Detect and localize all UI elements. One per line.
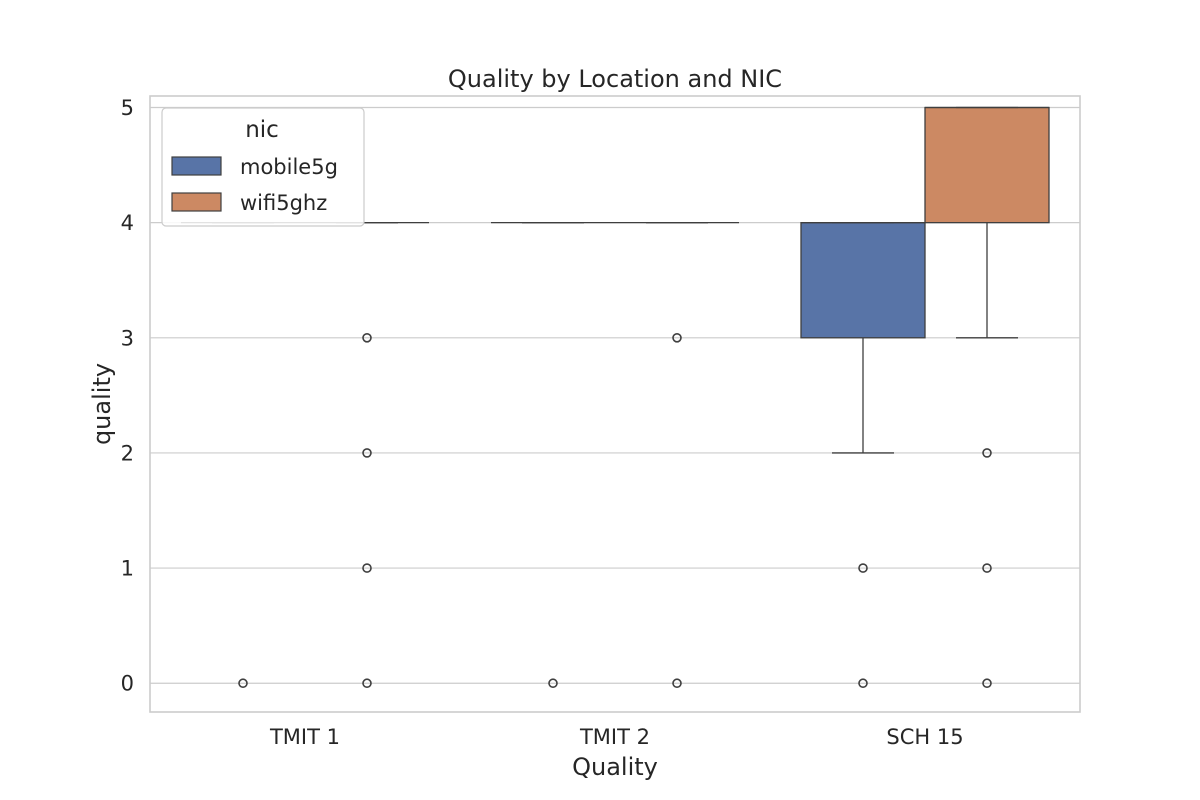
outlier-mobile5g-sch-15-0: [858, 678, 868, 689]
x-tick-label-tmit-2: TMIT 2: [579, 725, 650, 749]
y-tick-label-4: 4: [121, 211, 134, 235]
box-mobile5g-tmit-2: [491, 222, 615, 689]
box-wifi5ghz-tmit-2: [615, 222, 739, 689]
outlier-mobile5g-tmit-1-0: [238, 678, 248, 689]
outlier-wifi5ghz-tmit-1-0: [362, 678, 372, 689]
legend: nic mobile5g wifi5ghz: [161, 107, 365, 227]
x-tick-label-tmit-1: TMIT 1: [269, 725, 340, 749]
box-mobile5g-sch-15: [800, 222, 926, 689]
y-tick-label-3: 3: [121, 326, 134, 350]
box-body-mobile5g-sch-15: [800, 222, 926, 339]
plot-frame: [149, 95, 1081, 713]
outlier-mobile5g-sch-15-1: [858, 563, 868, 573]
outlier-mobile5g-tmit-2-0: [548, 678, 558, 689]
y-tick-label-5: 5: [121, 96, 134, 120]
box-body-wifi5ghz-sch-15: [924, 106, 1050, 224]
outlier-wifi5ghz-tmit-1-3: [362, 332, 372, 343]
outlier-wifi5ghz-tmit-2-0: [672, 678, 682, 689]
box-wifi5ghz-sch-15: [924, 106, 1050, 689]
outlier-wifi5ghz-tmit-1-2: [362, 448, 372, 458]
y-tick-label-0: 0: [121, 672, 134, 696]
x-tick-label-sch-15: SCH 15: [886, 725, 963, 749]
x-axis-label: Quality: [572, 753, 658, 781]
y-tick-label-1: 1: [121, 557, 134, 581]
outlier-wifi5ghz-sch-15-0: [982, 678, 992, 689]
outlier-wifi5ghz-tmit-2-3: [672, 332, 682, 343]
tick-labels: 0 1 2 3 4 5 TMIT 1 TMIT 2 SCH 15: [121, 96, 964, 749]
legend-label-mobile5g: mobile5g: [240, 155, 338, 179]
legend-label-wifi5ghz: wifi5ghz: [240, 191, 327, 215]
outlier-wifi5ghz-sch-15-1: [982, 563, 992, 573]
legend-swatch-mobile5g: [171, 156, 222, 176]
legend-swatch-wifi5ghz: [171, 192, 222, 212]
y-axis-label: quality: [88, 363, 116, 445]
outlier-wifi5ghz-sch-15-2: [982, 448, 992, 458]
chart-title: Quality by Location and NIC: [448, 65, 782, 93]
legend-title: nic: [245, 117, 279, 143]
outlier-wifi5ghz-tmit-1-1: [362, 563, 372, 573]
y-tick-label-2: 2: [121, 441, 134, 465]
